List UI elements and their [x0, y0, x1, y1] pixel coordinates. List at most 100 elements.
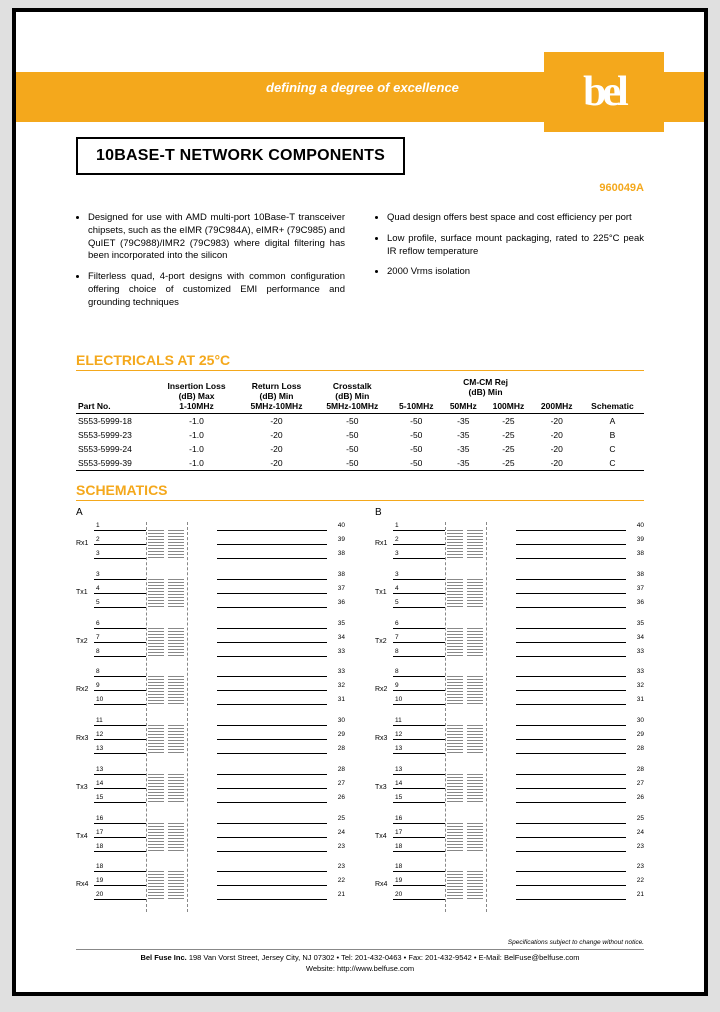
- port-label: Tx1: [76, 589, 88, 596]
- pin-num: 5: [96, 599, 100, 606]
- pin-line: [393, 899, 445, 900]
- table-row: S553-5999-39-1.0-20-50-50-35-25-20C: [76, 456, 644, 471]
- pin-line: [94, 753, 146, 754]
- pin-num: 21: [637, 891, 644, 898]
- coil-icon: [447, 869, 463, 899]
- pin-line: [393, 558, 445, 559]
- pin-line: [217, 739, 327, 740]
- pin-line: [516, 739, 626, 740]
- pin-num: 6: [96, 620, 100, 627]
- cell-cm4: -20: [533, 414, 581, 429]
- pin-line: [217, 871, 327, 872]
- coil-icon: [467, 772, 483, 802]
- cell-cm3: -25: [484, 442, 532, 456]
- schematic-a: A Rx1123403938Tx1345383736Tx2678353433Rx…: [76, 507, 345, 912]
- coil-icon: [467, 723, 483, 753]
- cell-cm1: -50: [390, 442, 442, 456]
- pin-line: [217, 899, 327, 900]
- pin-num: 38: [338, 550, 345, 557]
- pin-num: 17: [96, 829, 103, 836]
- pin-line: [516, 899, 626, 900]
- pin-line: [217, 725, 327, 726]
- title-box: 10BASE-T NETWORK COMPONENTS: [76, 137, 405, 175]
- cell-cm1: -50: [390, 456, 442, 471]
- table-row: S553-5999-24-1.0-20-50-50-35-25-20C: [76, 442, 644, 456]
- port-label: Rx1: [375, 540, 387, 547]
- port-row: Rx1123403938: [375, 522, 644, 568]
- bullet-item: Quad design offers best space and cost e…: [387, 212, 644, 225]
- pin-num: 30: [338, 717, 345, 724]
- doc-number: 960049A: [599, 182, 644, 194]
- pin-line: [516, 725, 626, 726]
- coil-icon: [168, 577, 184, 607]
- pin-line: [217, 530, 327, 531]
- port-row: Rx3111213302928: [375, 717, 644, 763]
- port-label: Rx4: [76, 881, 88, 888]
- pin-num: 24: [637, 829, 644, 836]
- cell-schem: A: [581, 414, 644, 429]
- port-row: Tx1345383736: [375, 571, 644, 617]
- pin-line: [393, 823, 445, 824]
- pin-num: 34: [338, 634, 345, 641]
- pin-num: 29: [637, 731, 644, 738]
- pin-num: 28: [338, 745, 345, 752]
- pin-line: [393, 725, 445, 726]
- pin-num: 1: [96, 522, 100, 529]
- port-row: Tx2678353433: [76, 620, 345, 666]
- cell-schem: B: [581, 428, 644, 442]
- pin-num: 27: [637, 780, 644, 787]
- pin-num: 22: [338, 877, 345, 884]
- pin-num: 4: [395, 585, 399, 592]
- col-cm-group: CM-CM Rej(dB) Min: [390, 375, 581, 399]
- pin-num: 17: [395, 829, 402, 836]
- pin-num: 12: [96, 731, 103, 738]
- cell-cm1: -50: [390, 428, 442, 442]
- pin-num: 22: [637, 877, 644, 884]
- pin-num: 16: [395, 815, 402, 822]
- coil-icon: [447, 577, 463, 607]
- pin-num: 37: [637, 585, 644, 592]
- section-title-schematics: SCHEMATICS: [76, 482, 644, 501]
- pin-num: 26: [338, 794, 345, 801]
- coil-icon: [447, 674, 463, 704]
- pin-line: [516, 871, 626, 872]
- pin-num: 40: [338, 522, 345, 529]
- cell-part: S553-5999-24: [76, 442, 154, 456]
- col-cm1: 5-10MHz: [390, 399, 442, 414]
- pin-line: [94, 885, 146, 886]
- pin-num: 23: [338, 863, 345, 870]
- coil-icon: [168, 869, 184, 899]
- pin-line: [393, 802, 445, 803]
- pin-line: [393, 753, 445, 754]
- pin-num: 38: [637, 571, 644, 578]
- schematic-b: B Rx1123403938Tx1345383736Tx2678353433Rx…: [375, 507, 644, 912]
- pin-line: [217, 753, 327, 754]
- port-row: Tx3131415282726: [375, 766, 644, 812]
- pin-line: [217, 676, 327, 677]
- cell-cm3: -25: [484, 428, 532, 442]
- pin-line: [393, 544, 445, 545]
- port-label: Rx4: [375, 881, 387, 888]
- pin-line: [94, 704, 146, 705]
- pin-line: [516, 823, 626, 824]
- pin-num: 21: [338, 891, 345, 898]
- tagline: defining a degree of excellence: [266, 80, 459, 95]
- pin-num: 31: [637, 696, 644, 703]
- col-cm3: 100MHz: [484, 399, 532, 414]
- pin-num: 28: [637, 745, 644, 752]
- cell-xt: -50: [314, 442, 390, 456]
- section-title-electricals: ELECTRICALS AT 25°C: [76, 352, 644, 371]
- pin-line: [217, 704, 327, 705]
- port-label: Tx1: [375, 589, 387, 596]
- pin-num: 36: [338, 599, 345, 606]
- pin-num: 28: [338, 766, 345, 773]
- pin-num: 33: [637, 648, 644, 655]
- coil-icon: [148, 723, 164, 753]
- port-row: Tx2678353433: [375, 620, 644, 666]
- port-row: Rx1123403938: [76, 522, 345, 568]
- coil-icon: [467, 577, 483, 607]
- pin-num: 12: [395, 731, 402, 738]
- pin-num: 23: [338, 843, 345, 850]
- pin-line: [94, 558, 146, 559]
- bullet-col-right: Quad design offers best space and cost e…: [375, 212, 644, 318]
